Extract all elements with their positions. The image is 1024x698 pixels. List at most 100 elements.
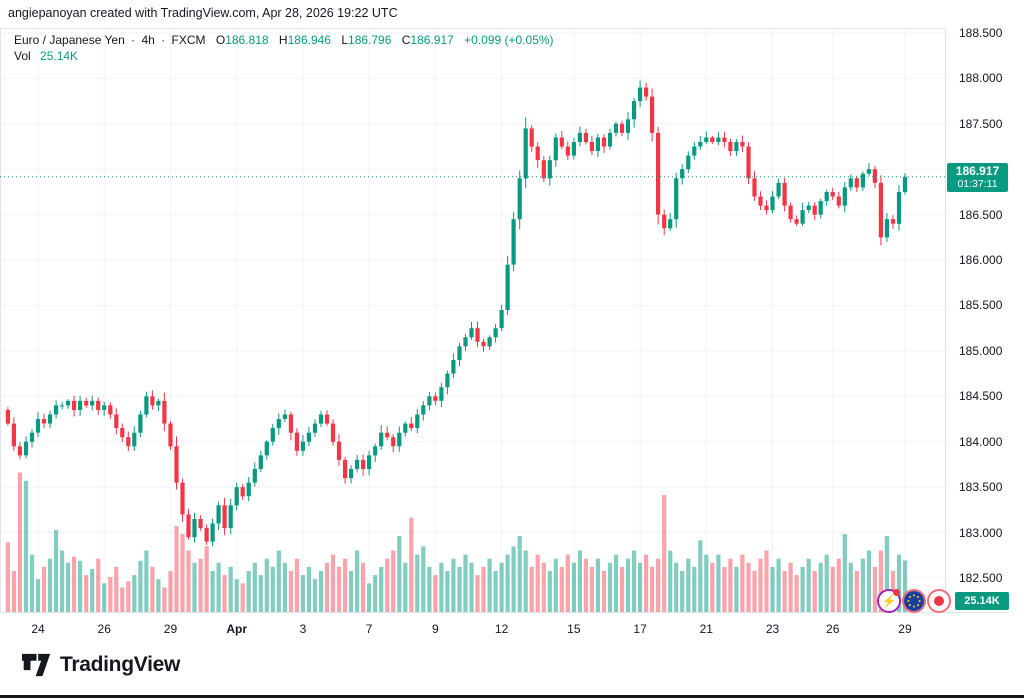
price-axis-label: 184.500 — [959, 389, 1003, 404]
candle-body — [210, 523, 215, 542]
candle-body — [692, 146, 697, 156]
volume-bar — [487, 558, 492, 612]
candle-body — [824, 192, 829, 202]
volume-bar — [734, 566, 739, 612]
volume-bar — [860, 558, 865, 612]
candle-body — [619, 123, 625, 133]
candle-body — [848, 178, 853, 188]
volume-bar — [439, 562, 444, 612]
tradingview-logo[interactable]: TradingView — [22, 652, 180, 678]
candle-body — [336, 441, 342, 460]
volume-bar — [764, 550, 769, 612]
candle-body — [312, 423, 318, 433]
volume-bar — [601, 571, 607, 612]
volume-bar — [463, 554, 468, 612]
symbol-title[interactable]: Euro / Japanese Yen — [14, 33, 125, 47]
price-axis-label: 184.000 — [959, 434, 1003, 449]
current-price-value: 186.917 — [955, 164, 1000, 178]
volume-bar — [656, 558, 661, 612]
volume-bar — [650, 566, 655, 612]
volume-bar — [716, 554, 721, 612]
volume-bar — [306, 566, 311, 612]
time-axis-label: 26 — [826, 622, 840, 636]
volume-bar — [397, 536, 402, 612]
time-axis-label: 26 — [97, 622, 111, 636]
candle-body — [23, 441, 29, 456]
candle-body — [728, 142, 733, 152]
candle-body — [96, 400, 101, 410]
candle-body — [361, 459, 366, 469]
volume-bar — [848, 562, 853, 612]
chart-frame — [0, 28, 1009, 645]
price-axis[interactable]: 188.500188.000187.500187.000186.500186.0… — [945, 26, 1009, 612]
candle-body — [505, 264, 510, 310]
volume-bar — [276, 550, 281, 612]
candle-body — [78, 400, 83, 410]
volume-bar — [644, 554, 649, 612]
candle-body — [54, 405, 59, 415]
symbol-legend[interactable]: Euro / Japanese Yen · 4h · FXCM O186.818… — [14, 33, 554, 47]
candle-body — [499, 310, 504, 329]
volume-bar — [264, 558, 269, 612]
candle-body — [650, 96, 655, 133]
volume-bar — [23, 480, 29, 612]
volume-bar — [571, 562, 576, 612]
volume-bar — [54, 530, 59, 612]
candle-body — [373, 446, 378, 456]
candle-body — [577, 132, 582, 142]
eu-flag-icon[interactable] — [902, 589, 926, 613]
volume-bar — [361, 562, 366, 612]
time-axis[interactable]: 24 26 29 Apr 3 7 9 12 15 17 21 23 26 29 — [0, 612, 1009, 645]
volume-bar — [385, 558, 390, 612]
candle-body — [349, 469, 354, 479]
volume-bar — [433, 575, 438, 612]
candlestick-plot[interactable] — [0, 28, 945, 612]
price-axis-label: 182.500 — [959, 570, 1003, 585]
candle-body — [385, 432, 390, 438]
time-axis-label: 7 — [365, 622, 373, 636]
candle-body — [668, 219, 673, 229]
volume-bar — [806, 558, 811, 612]
candle-body — [716, 137, 721, 142]
volume-bar — [66, 562, 71, 612]
candle-body — [595, 137, 600, 152]
interval-label[interactable]: 4h — [141, 33, 155, 47]
volume-bar — [493, 571, 498, 612]
candle-body — [198, 519, 203, 529]
volume-bar — [499, 562, 504, 612]
candle-body — [806, 205, 811, 211]
volume-bar — [246, 571, 251, 612]
candle-body — [276, 419, 281, 429]
candle-body — [511, 219, 516, 265]
volume-bar — [638, 562, 643, 612]
candle-body — [854, 178, 859, 188]
volume-bar — [872, 566, 877, 612]
candle-body — [812, 205, 817, 215]
volume-bar — [704, 554, 709, 612]
candle-body — [788, 205, 793, 220]
candle-body — [710, 137, 715, 142]
close-value: 186.917 — [410, 33, 454, 47]
candle-body — [168, 423, 173, 447]
volume-bar — [698, 540, 703, 612]
volume-bar — [330, 554, 336, 612]
candle-body — [324, 414, 330, 424]
volume-bar — [577, 550, 582, 612]
volume-legend[interactable]: Vol 25.14K — [14, 49, 78, 63]
lightning-event-icon[interactable]: ⚡ — [877, 589, 901, 613]
candle-body — [902, 176, 908, 192]
candle-body — [108, 405, 113, 415]
volume-bar — [824, 554, 829, 612]
candle-body — [523, 128, 528, 179]
candle-body — [884, 219, 889, 238]
candle-body — [451, 360, 456, 374]
candle-body — [355, 459, 360, 469]
volume-bar — [156, 579, 161, 612]
candle-body — [282, 414, 287, 419]
volume-bar — [625, 558, 631, 612]
japan-flag-icon[interactable] — [927, 589, 951, 613]
volume-bar — [373, 575, 378, 612]
volume-bar — [216, 562, 221, 612]
candle-body — [535, 146, 540, 161]
volume-bar — [583, 558, 588, 612]
